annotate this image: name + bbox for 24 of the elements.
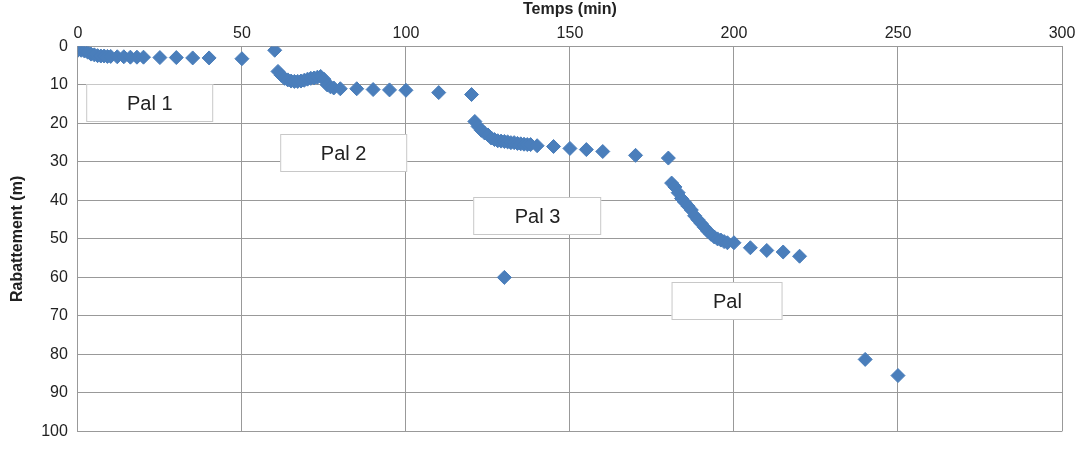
x-tick-label: 0	[73, 24, 83, 42]
y-tick-label: 40	[50, 190, 68, 208]
x-axis-title: Temps (min)	[522, 0, 617, 18]
x-tick-label: 300	[1048, 24, 1076, 42]
y-tick-label: 100	[41, 421, 68, 439]
x-tick-label: 100	[392, 24, 420, 42]
y-tick-label: 30	[50, 152, 68, 170]
text-box: Pal 1	[85, 84, 214, 122]
y-tick-label: 20	[50, 113, 68, 131]
y-tick-label: 90	[50, 383, 68, 401]
x-tick-label: 250	[884, 24, 912, 42]
y-tick-label: 0	[58, 36, 68, 54]
text-box: Pal 2	[279, 134, 408, 173]
y-tick-label: 70	[50, 306, 68, 324]
text-box: Pal	[671, 281, 783, 320]
x-tick-label: 200	[720, 24, 748, 42]
y-tick-label: 50	[50, 229, 68, 247]
y-axis-title: Rabattement (m)	[8, 175, 26, 303]
y-tick-label: 10	[50, 75, 68, 93]
text-box: Pal 3	[473, 196, 602, 235]
y-tick-label: 80	[50, 344, 68, 362]
x-tick-label: 50	[233, 24, 251, 42]
y-tick-label: 60	[50, 267, 68, 285]
x-tick-label: 150	[556, 24, 584, 42]
